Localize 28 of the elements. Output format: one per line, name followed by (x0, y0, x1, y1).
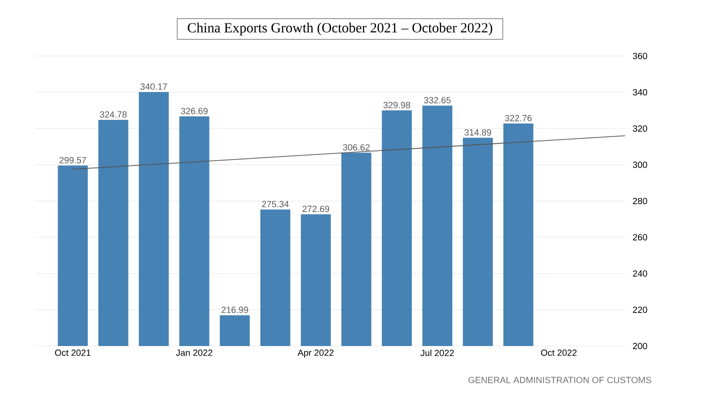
data-label: 314.89 (464, 129, 492, 136)
data-label: 306.62 (342, 144, 370, 151)
data-label: 329.98 (383, 102, 410, 108)
text: GENERAL ADMINISTRATION OF CUSTOMS (468, 376, 652, 384)
x-tick-label: Jul 2022 (420, 350, 454, 356)
y-tick-label: 280 (632, 198, 648, 204)
chart-title: China Exports Growth (October 2021 – October 2022) (188, 22, 492, 36)
y-tick-label: 220 (632, 306, 648, 313)
data-label: 272.69 (302, 206, 330, 212)
y-tick-label: 200 (632, 342, 648, 350)
x-tick-label: Oct 2022 (541, 350, 577, 356)
data-label: 324.78 (100, 111, 127, 118)
data-label: 216.99 (222, 306, 248, 314)
y-tick-label: 320 (632, 125, 648, 132)
y-tick-label: 360 (632, 52, 648, 60)
y-tick-label: 340 (632, 89, 648, 96)
x-tick-label: Jan 2022 (176, 350, 212, 356)
data-label: 326.69 (180, 108, 208, 114)
data-label: 299.57 (60, 156, 86, 164)
data-label: 322.76 (504, 114, 532, 122)
data-label: 332.65 (424, 97, 451, 104)
y-tick-label: 260 (632, 234, 648, 240)
data-label: 275.34 (262, 200, 289, 208)
y-tick-label: 240 (632, 270, 648, 277)
x-tick-label: Apr 2022 (298, 350, 334, 358)
data-label: 340.17 (140, 83, 168, 90)
y-tick-label: 300 (632, 162, 648, 168)
x-tick-label: Oct 2021 (55, 350, 91, 356)
